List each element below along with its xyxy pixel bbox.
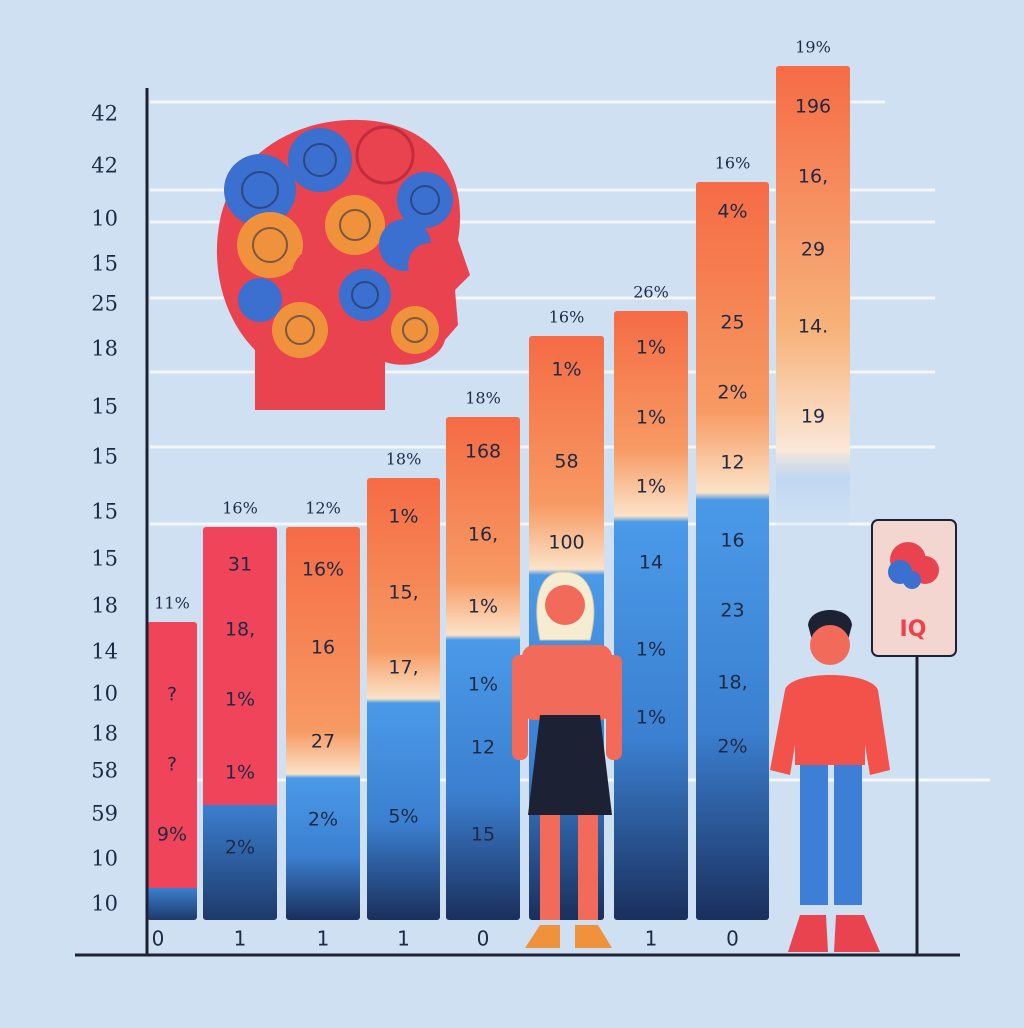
bar-value-label: 15 (471, 824, 495, 846)
bar-value-label: 1% (636, 707, 666, 729)
bar-value-label: 4% (717, 201, 747, 223)
y-axis-label: 10 (91, 682, 118, 706)
bar-value-label: 1% (636, 476, 666, 498)
bar-value-label: 16% (302, 559, 344, 581)
bar-value-label: 27 (311, 731, 335, 753)
bar-value-label: 14. (798, 316, 828, 338)
bar-top-label: 16% (549, 308, 585, 327)
bar-value-label: 168 (465, 441, 501, 463)
bar-value-label: 1% (225, 762, 255, 784)
bar-value-label: 19 (801, 406, 825, 428)
bar-top-label: 11% (154, 594, 190, 613)
bar-value-label: 1% (225, 689, 255, 711)
bar (203, 527, 277, 920)
bar-value-label: 12 (720, 452, 744, 474)
y-axis-label: 59 (91, 802, 118, 826)
bar-top-label: 26% (633, 283, 669, 302)
bar (696, 182, 769, 920)
bar-value-label: 1% (468, 596, 498, 618)
y-axis-label: 15 (91, 395, 118, 419)
bar-top-label: 16% (715, 154, 751, 173)
bar-value-label: 25 (720, 312, 744, 334)
bar-value-label: 1% (551, 359, 581, 381)
bar-value-label: 196 (795, 96, 831, 118)
bar-value-label: 58 (554, 451, 578, 473)
x-axis-label: 0 (477, 927, 490, 951)
y-axis-label: 15 (91, 500, 118, 524)
y-axis-label: 14 (91, 640, 118, 664)
bar-value-label: 23 (720, 600, 744, 622)
bar-value-label: 16 (720, 530, 744, 552)
labels: 42421015251815151515181410185859101011%?… (91, 38, 831, 951)
sign: IQ (871, 519, 957, 955)
man (770, 610, 890, 952)
y-axis-label: 18 (91, 722, 118, 746)
bar-value-label: 9% (157, 824, 187, 846)
bar-value-label: ? (167, 754, 177, 776)
y-axis-label: 25 (91, 292, 118, 316)
bar-value-label: 12 (471, 737, 495, 759)
bar-value-label: 2% (308, 809, 338, 831)
bar (614, 311, 688, 920)
bar-top-label: 16% (222, 499, 258, 518)
bar-value-label: 1% (636, 639, 666, 661)
bar (446, 417, 520, 920)
bar-value-label: 5% (388, 806, 418, 828)
y-axis-label: 10 (91, 892, 118, 916)
bar-value-label: 1% (636, 337, 666, 359)
x-axis-label: 1 (645, 927, 658, 951)
bar-value-label: 14 (639, 552, 663, 574)
bar-value-label: 1% (468, 674, 498, 696)
bar (776, 66, 850, 546)
bar-value-label: 2% (717, 736, 747, 758)
x-axis-label: 0 (152, 927, 165, 951)
bar-top-label: 19% (795, 38, 831, 57)
head-illustration (216, 119, 470, 410)
y-axis-label: 10 (91, 207, 118, 231)
bar-value-label: 18, (225, 619, 255, 641)
bar-value-label: 2% (717, 382, 747, 404)
x-axis-label: 1 (397, 927, 410, 951)
y-axis-label: 58 (91, 759, 118, 783)
bar-value-label: 31 (228, 554, 252, 576)
bar-value-label: 1% (388, 506, 418, 528)
y-axis-label: 18 (91, 337, 118, 361)
bar-value-label: 16 (311, 637, 335, 659)
bar (147, 622, 197, 920)
bar-value-label: 100 (548, 532, 584, 554)
bar-top-label: 18% (386, 450, 422, 469)
bar-value-label: 18, (717, 672, 747, 694)
bar (367, 478, 440, 920)
bar (286, 527, 360, 920)
x-axis-label: 1 (234, 927, 247, 951)
bar-value-label: 17, (388, 657, 418, 679)
y-axis-label: 10 (91, 847, 118, 871)
bar-value-label: 1% (636, 407, 666, 429)
people: IQ (512, 519, 957, 955)
bar-value-label: 16, (468, 524, 498, 546)
bar-value-label: ? (167, 684, 177, 706)
y-axis-label: 15 (91, 252, 118, 276)
bar-top-label: 18% (465, 389, 501, 408)
bar-value-label: 2% (225, 837, 255, 859)
y-axis-label: 18 (91, 594, 118, 618)
y-axis-label: 42 (91, 102, 118, 126)
x-axis-label: 0 (726, 927, 739, 951)
bar-top-label: 12% (305, 499, 341, 518)
bar-value-label: 16, (798, 166, 828, 188)
x-axis-label: 1 (317, 927, 330, 951)
woman (512, 571, 622, 948)
y-axis-label: 15 (91, 547, 118, 571)
y-axis-label: 15 (91, 445, 118, 469)
y-axis-label: 42 (91, 154, 118, 178)
bar-value-label: 29 (801, 239, 825, 261)
sign-label: IQ (900, 617, 927, 642)
bar-value-label: 15, (388, 582, 418, 604)
